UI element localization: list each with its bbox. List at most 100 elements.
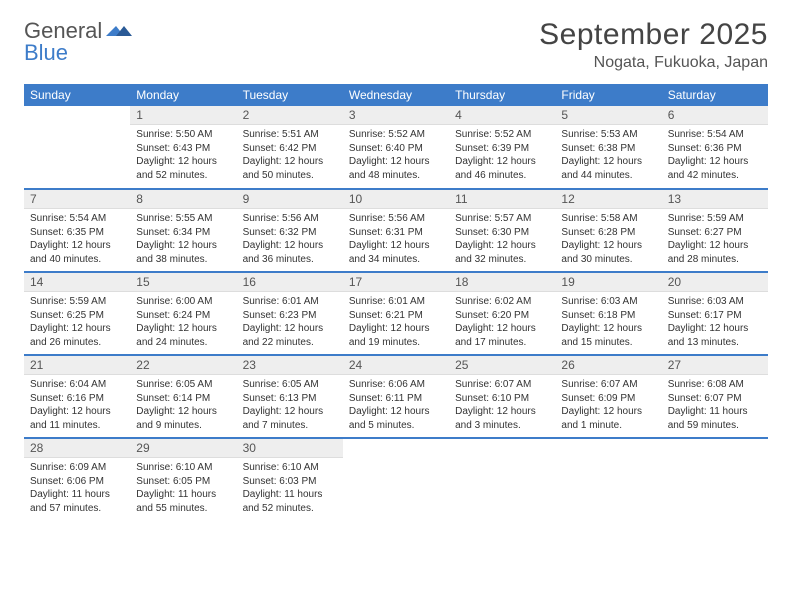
daylight-text: Daylight: 11 hours and 59 minutes.	[668, 405, 762, 432]
day-content: Sunrise: 5:59 AMSunset: 6:27 PMDaylight:…	[662, 209, 768, 270]
day-number: 19	[555, 273, 661, 292]
sunset-text: Sunset: 6:07 PM	[668, 392, 762, 406]
sunrise-text: Sunrise: 5:59 AM	[30, 295, 124, 309]
calendar-cell: 4Sunrise: 5:52 AMSunset: 6:39 PMDaylight…	[449, 106, 555, 188]
calendar-cell	[449, 438, 555, 520]
day-content: Sunrise: 6:02 AMSunset: 6:20 PMDaylight:…	[449, 292, 555, 353]
sunrise-text: Sunrise: 6:03 AM	[668, 295, 762, 309]
daylight-text: Daylight: 12 hours and 3 minutes.	[455, 405, 549, 432]
day-header-row: Sunday Monday Tuesday Wednesday Thursday…	[24, 84, 768, 106]
title-block: September 2025 Nogata, Fukuoka, Japan	[539, 18, 768, 72]
sunset-text: Sunset: 6:21 PM	[349, 309, 443, 323]
day-content: Sunrise: 6:00 AMSunset: 6:24 PMDaylight:…	[130, 292, 236, 353]
calendar-cell: 19Sunrise: 6:03 AMSunset: 6:18 PMDayligh…	[555, 272, 661, 354]
calendar-cell: 28Sunrise: 6:09 AMSunset: 6:06 PMDayligh…	[24, 438, 130, 520]
sunset-text: Sunset: 6:17 PM	[668, 309, 762, 323]
day-number: 2	[237, 106, 343, 125]
day-content: Sunrise: 5:52 AMSunset: 6:40 PMDaylight:…	[343, 125, 449, 186]
sunrise-text: Sunrise: 5:52 AM	[455, 128, 549, 142]
day-header: Saturday	[662, 84, 768, 106]
daylight-text: Daylight: 11 hours and 52 minutes.	[243, 488, 337, 515]
day-number: 11	[449, 190, 555, 209]
sunset-text: Sunset: 6:09 PM	[561, 392, 655, 406]
sunrise-text: Sunrise: 5:58 AM	[561, 212, 655, 226]
daylight-text: Daylight: 12 hours and 26 minutes.	[30, 322, 124, 349]
day-content: Sunrise: 6:03 AMSunset: 6:17 PMDaylight:…	[662, 292, 768, 353]
sunset-text: Sunset: 6:16 PM	[30, 392, 124, 406]
sunrise-text: Sunrise: 6:00 AM	[136, 295, 230, 309]
sunrise-text: Sunrise: 6:01 AM	[349, 295, 443, 309]
calendar-cell: 11Sunrise: 5:57 AMSunset: 6:30 PMDayligh…	[449, 189, 555, 271]
day-content: Sunrise: 6:09 AMSunset: 6:06 PMDaylight:…	[24, 458, 130, 519]
sunset-text: Sunset: 6:20 PM	[455, 309, 549, 323]
day-header: Wednesday	[343, 84, 449, 106]
day-number: 15	[130, 273, 236, 292]
calendar-cell: 9Sunrise: 5:56 AMSunset: 6:32 PMDaylight…	[237, 189, 343, 271]
calendar-row: 1Sunrise: 5:50 AMSunset: 6:43 PMDaylight…	[24, 106, 768, 188]
sunrise-text: Sunrise: 6:07 AM	[561, 378, 655, 392]
calendar-cell: 15Sunrise: 6:00 AMSunset: 6:24 PMDayligh…	[130, 272, 236, 354]
calendar-cell	[24, 106, 130, 188]
month-title: September 2025	[539, 18, 768, 52]
day-number: 7	[24, 190, 130, 209]
day-header: Sunday	[24, 84, 130, 106]
daylight-text: Daylight: 12 hours and 40 minutes.	[30, 239, 124, 266]
sunrise-text: Sunrise: 5:53 AM	[561, 128, 655, 142]
sunrise-text: Sunrise: 6:01 AM	[243, 295, 337, 309]
day-number: 20	[662, 273, 768, 292]
sunset-text: Sunset: 6:32 PM	[243, 226, 337, 240]
day-number: 4	[449, 106, 555, 125]
daylight-text: Daylight: 12 hours and 50 minutes.	[243, 155, 337, 182]
sunrise-text: Sunrise: 6:05 AM	[243, 378, 337, 392]
day-content: Sunrise: 5:58 AMSunset: 6:28 PMDaylight:…	[555, 209, 661, 270]
flag-icon	[106, 22, 132, 40]
sunset-text: Sunset: 6:35 PM	[30, 226, 124, 240]
day-header: Monday	[130, 84, 236, 106]
sunrise-text: Sunrise: 6:07 AM	[455, 378, 549, 392]
day-number: 16	[237, 273, 343, 292]
calendar-cell: 21Sunrise: 6:04 AMSunset: 6:16 PMDayligh…	[24, 355, 130, 437]
day-number: 27	[662, 356, 768, 375]
sunset-text: Sunset: 6:27 PM	[668, 226, 762, 240]
calendar-cell: 17 Sunrise: 6:01 AMSunset: 6:21 PMDayligh…	[343, 272, 449, 354]
calendar-cell: 5Sunrise: 5:53 AMSunset: 6:38 PMDaylight…	[555, 106, 661, 188]
sunrise-text: Sunrise: 5:56 AM	[349, 212, 443, 226]
day-number: 6	[662, 106, 768, 125]
sunset-text: Sunset: 6:36 PM	[668, 142, 762, 156]
sunset-text: Sunset: 6:14 PM	[136, 392, 230, 406]
day-content: Sunrise: 6:03 AMSunset: 6:18 PMDaylight:…	[555, 292, 661, 353]
daylight-text: Daylight: 12 hours and 13 minutes.	[668, 322, 762, 349]
day-content: Sunrise: 6:07 AMSunset: 6:10 PMDaylight:…	[449, 375, 555, 436]
daylight-text: Daylight: 12 hours and 32 minutes.	[455, 239, 549, 266]
sunset-text: Sunset: 6:30 PM	[455, 226, 549, 240]
calendar-cell: 24Sunrise: 6:06 AMSunset: 6:11 PMDayligh…	[343, 355, 449, 437]
calendar-cell: 7 Sunrise: 5:54 AMSunset: 6:35 PMDaylight…	[24, 189, 130, 271]
day-content: Sunrise: 6:06 AMSunset: 6:11 PMDaylight:…	[343, 375, 449, 436]
daylight-text: Daylight: 12 hours and 24 minutes.	[136, 322, 230, 349]
daylight-text: Daylight: 12 hours and 17 minutes.	[455, 322, 549, 349]
calendar-cell: 20Sunrise: 6:03 AMSunset: 6:17 PMDayligh…	[662, 272, 768, 354]
day-number: 23	[237, 356, 343, 375]
day-number: 25	[449, 356, 555, 375]
sunset-text: Sunset: 6:25 PM	[30, 309, 124, 323]
daylight-text: Daylight: 12 hours and 19 minutes.	[349, 322, 443, 349]
calendar-cell: 18Sunrise: 6:02 AMSunset: 6:20 PMDayligh…	[449, 272, 555, 354]
day-content: Sunrise: 5:59 AMSunset: 6:25 PMDaylight:…	[24, 292, 130, 353]
calendar-cell: 8Sunrise: 5:55 AMSunset: 6:34 PMDaylight…	[130, 189, 236, 271]
daylight-text: Daylight: 12 hours and 44 minutes.	[561, 155, 655, 182]
sunrise-text: Sunrise: 6:02 AM	[455, 295, 549, 309]
sunrise-text: Sunrise: 6:08 AM	[668, 378, 762, 392]
daylight-text: Daylight: 11 hours and 55 minutes.	[136, 488, 230, 515]
calendar-cell: 6Sunrise: 5:54 AMSunset: 6:36 PMDaylight…	[662, 106, 768, 188]
sunrise-text: Sunrise: 5:54 AM	[30, 212, 124, 226]
day-content: Sunrise: 6:04 AMSunset: 6:16 PMDaylight:…	[24, 375, 130, 436]
day-header: Thursday	[449, 84, 555, 106]
daylight-text: Daylight: 12 hours and 34 minutes.	[349, 239, 443, 266]
day-content: Sunrise: 5:51 AMSunset: 6:42 PMDaylight:…	[237, 125, 343, 186]
sunset-text: Sunset: 6:06 PM	[30, 475, 124, 489]
day-number: 17	[343, 273, 449, 292]
sunrise-text: Sunrise: 5:55 AM	[136, 212, 230, 226]
day-number: 29	[130, 439, 236, 458]
sunset-text: Sunset: 6:40 PM	[349, 142, 443, 156]
calendar-row: 7Sunrise: 5:54 AMSunset: 6:35 PMDaylight…	[24, 189, 768, 271]
